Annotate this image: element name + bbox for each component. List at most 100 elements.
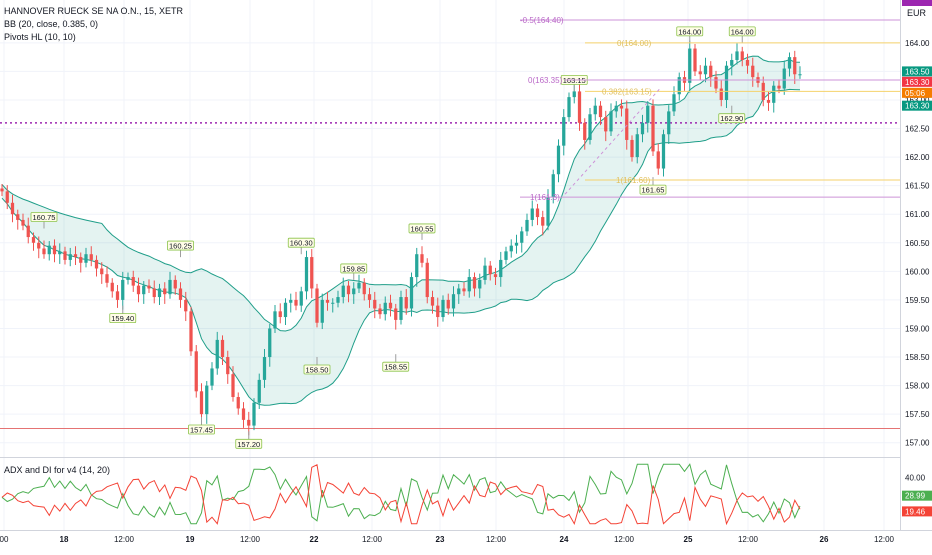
candle-body	[331, 302, 335, 304]
candle-body	[661, 134, 666, 169]
candle-body	[677, 77, 681, 95]
candle-body	[215, 339, 219, 369]
price-badge-label: 163.50	[905, 67, 930, 76]
candle-body	[362, 282, 366, 295]
fib-label: 1(161.3)	[530, 193, 560, 202]
candle-body	[745, 59, 750, 66]
candle-body	[131, 277, 135, 286]
legend-pivots[interactable]: Pivots HL (10, 10)	[4, 32, 76, 42]
di-minus-value: 19.46	[905, 507, 926, 516]
candle-body	[89, 254, 93, 260]
candle-body	[115, 291, 120, 300]
candle-body	[252, 402, 256, 426]
pivot-box	[639, 184, 667, 195]
candle-body	[714, 77, 718, 89]
di-plus-value: 28.99	[905, 492, 926, 501]
candle-body	[562, 117, 566, 146]
candle-body	[299, 291, 303, 306]
candle-body	[488, 265, 492, 275]
candle-body	[168, 279, 172, 295]
candle-body	[294, 299, 298, 306]
candle-body	[304, 257, 309, 292]
time-axis[interactable]: 00 18 12:00 19 12:00 22 12:00 23 12:00 24 12:00 25 1…	[0, 535, 895, 544]
candle-body	[194, 351, 198, 392]
candle-body	[472, 277, 477, 289]
candle-body	[451, 294, 456, 309]
y-tick-label: 160.00	[905, 267, 930, 276]
candle-body	[703, 65, 708, 75]
y-tick-label: 158.50	[905, 353, 930, 362]
candle-body	[189, 311, 193, 352]
candle-body	[525, 219, 529, 232]
candle-body	[530, 208, 534, 220]
pivot-label: 159.85	[342, 264, 365, 273]
legend-adx[interactable]: ADX and DI for v4 (14, 20)	[4, 465, 111, 475]
candle-body	[278, 311, 282, 318]
candle-body	[509, 245, 513, 252]
price-axis[interactable]: 157.00 157.50 158.00 158.50 159.00 159.50 160.…	[902, 0, 932, 448]
candle-body	[378, 308, 382, 315]
candle-body	[740, 51, 744, 60]
pivot-box	[303, 364, 331, 375]
candles[interactable]	[0, 40, 802, 436]
pivot-label: 158.55	[384, 363, 407, 372]
pivot-box	[382, 361, 410, 372]
candle-body	[551, 174, 555, 198]
candle-body	[68, 254, 72, 260]
pivot-box	[287, 237, 315, 248]
candle-body	[619, 105, 624, 109]
candle-body	[273, 311, 277, 329]
candle-body	[640, 122, 645, 135]
candle-body	[436, 305, 440, 318]
candle-body	[430, 297, 435, 306]
candle-body	[205, 385, 209, 415]
x-tick-label: 12:00	[874, 535, 895, 544]
candle-body	[646, 105, 650, 123]
candle-body	[698, 71, 702, 75]
candle-body	[325, 299, 330, 303]
pivot-label: 157.45	[190, 426, 213, 435]
pivot-label: 160.55	[411, 224, 434, 233]
candle-body	[241, 408, 246, 420]
candle-body	[346, 285, 351, 295]
candle-body	[719, 88, 723, 100]
candle-body	[630, 139, 634, 158]
candle-body	[210, 368, 214, 386]
candle-body	[735, 51, 739, 60]
candle-body	[499, 259, 503, 278]
candle-body	[441, 299, 445, 318]
pivot-label: 160.75	[33, 213, 56, 222]
fib-label: 1(161.60)	[616, 176, 651, 185]
di-minus-line	[1, 464, 801, 526]
di-plus-line	[1, 463, 801, 525]
candle-body	[766, 99, 771, 103]
candle-body	[651, 105, 655, 152]
candle-body	[257, 379, 261, 403]
legend-symbol[interactable]: HANNOVER RUECK SE NA O.N., 15, XETR	[4, 6, 184, 16]
pivot-label: 158.50	[306, 366, 329, 375]
candle-body	[446, 299, 450, 309]
candle-body	[625, 108, 629, 140]
pivot-label: 160.30	[290, 239, 313, 248]
candle-body	[399, 297, 403, 320]
candle-body	[336, 297, 340, 303]
pivot-label: 164.00	[678, 27, 701, 36]
candle-body	[730, 59, 734, 66]
candle-body	[546, 197, 550, 226]
fib-label: 0(163.35)	[528, 76, 563, 85]
y-tick-label: 158.00	[905, 382, 930, 391]
legend-bb[interactable]: BB (20, close, 0.385, 0)	[4, 19, 99, 29]
candle-body	[310, 257, 314, 289]
candle-body	[556, 145, 561, 175]
x-tick-label: 00	[0, 535, 9, 544]
candle-body	[541, 217, 545, 226]
candle-body	[184, 299, 188, 312]
fib-label: 0(164.00)	[617, 39, 652, 48]
candle-body	[142, 285, 146, 295]
x-tick-label: 22	[310, 535, 319, 544]
candle-body	[514, 242, 519, 246]
candle-body	[157, 288, 162, 298]
candle-body	[84, 254, 88, 263]
candle-body	[609, 111, 613, 132]
candle-body	[604, 117, 608, 132]
